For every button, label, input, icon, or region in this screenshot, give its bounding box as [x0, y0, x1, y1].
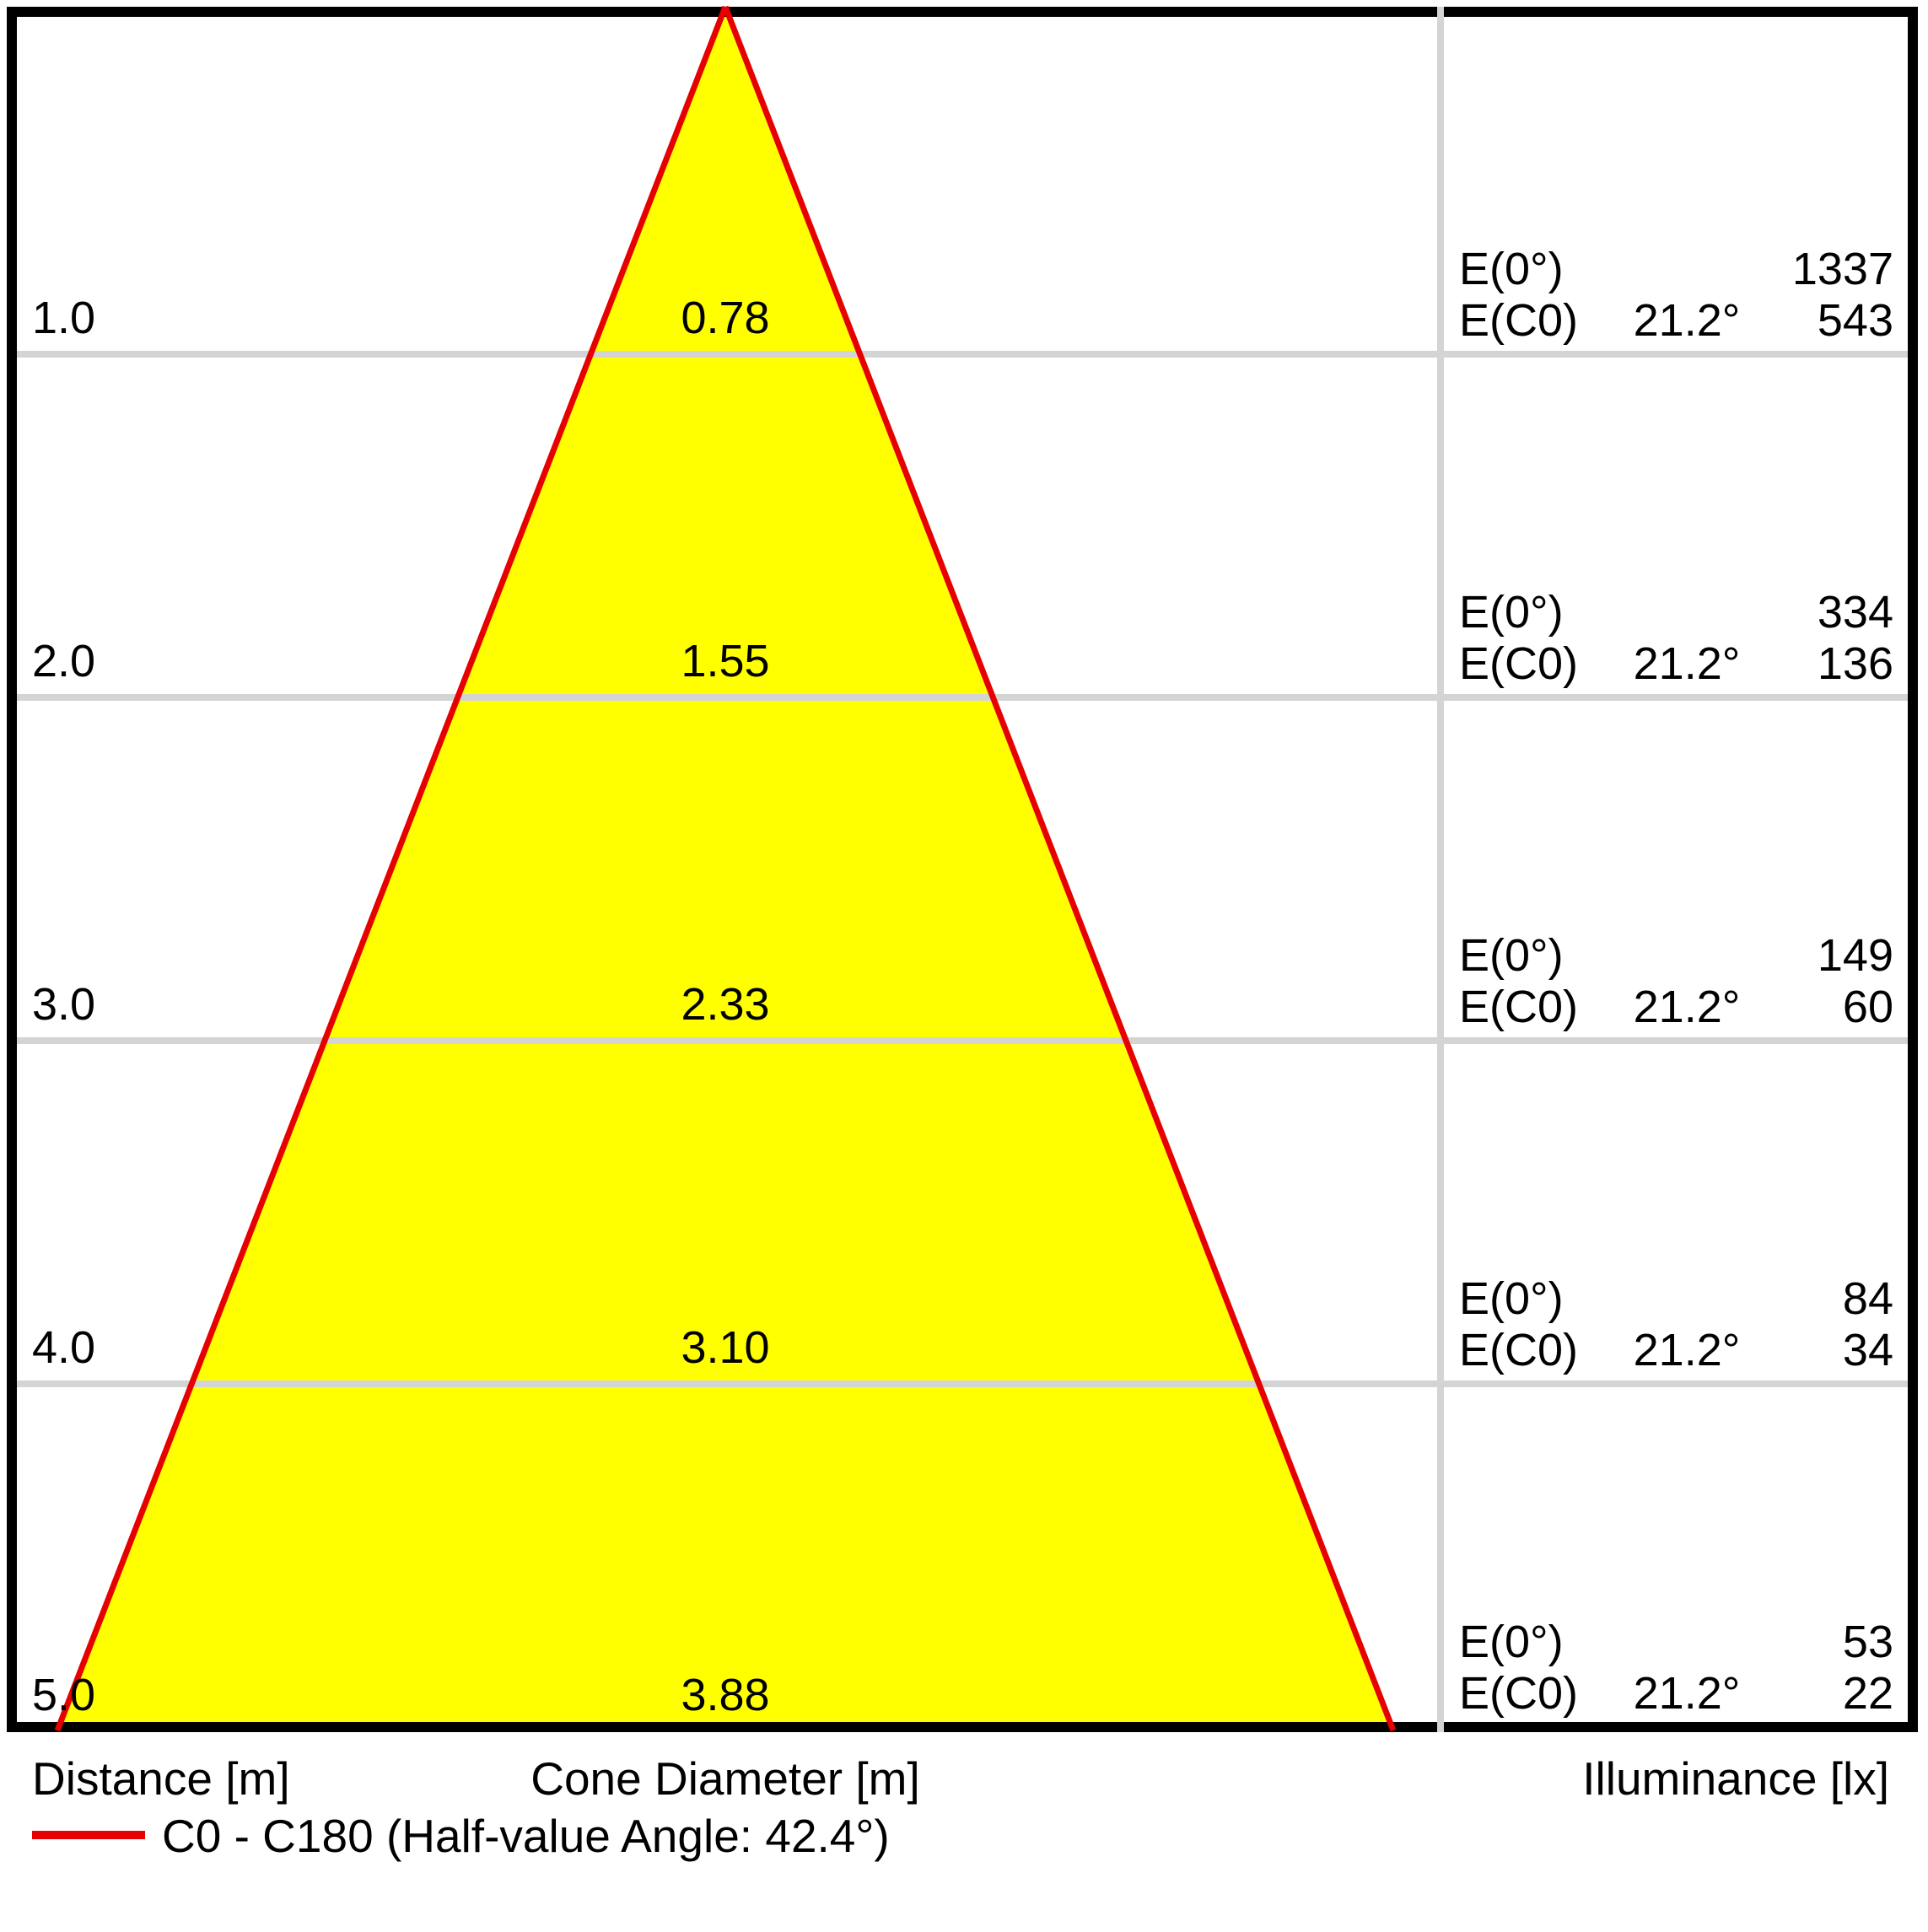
table-row: 1.0 0.78 E(0°) 1337 E(C0) 21.2° 543	[32, 244, 1893, 346]
legend: C0 - C180 (Half-value Angle: 42.4°)	[32, 1810, 890, 1862]
ec0-value: 543	[1818, 295, 1893, 346]
e0-label: E(0°)	[1459, 1617, 1564, 1667]
cone-diameter-value: 3.88	[681, 1670, 769, 1720]
e0-value: 53	[1843, 1617, 1893, 1667]
e0-value: 1337	[1792, 244, 1893, 294]
table-row: 5.0 3.88 E(0°) 53 E(C0) 21.2° 22	[32, 1617, 1893, 1720]
e0-label: E(0°)	[1459, 1273, 1564, 1324]
e0-value: 149	[1818, 930, 1893, 981]
ec0-label: E(C0)	[1459, 638, 1578, 689]
ec0-angle: 21.2°	[1634, 1668, 1741, 1719]
legend-label: C0 - C180 (Half-value Angle: 42.4°)	[162, 1810, 890, 1862]
column-headers: Distance [m] Cone Diameter [m] Illuminan…	[32, 1752, 1889, 1805]
ec0-angle: 21.2°	[1634, 982, 1741, 1032]
ec0-value: 34	[1843, 1325, 1893, 1375]
cone-diameter-value: 0.78	[681, 293, 769, 343]
ec0-value: 60	[1843, 982, 1893, 1032]
cone-diameter-value: 3.10	[681, 1322, 769, 1373]
distance-value: 2.0	[32, 636, 95, 686]
illuminance-column-label: Illuminance [lx]	[1582, 1752, 1889, 1805]
distance-value: 5.0	[32, 1670, 95, 1720]
beam-edges	[54, 5, 1397, 1732]
ec0-angle: 21.2°	[1634, 295, 1741, 346]
e0-label: E(0°)	[1459, 930, 1564, 981]
distance-column-label: Distance [m]	[32, 1752, 290, 1805]
ec0-angle: 21.2°	[1634, 638, 1741, 689]
beam-edge-left	[54, 5, 729, 1732]
light-cone-shape	[57, 12, 1393, 1727]
table-border	[7, 7, 1918, 1732]
distance-gridlines	[12, 351, 1913, 1387]
table-row: 2.0 1.55 E(0°) 334 E(C0) 21.2° 136	[32, 587, 1893, 689]
e0-label: E(0°)	[1459, 587, 1564, 638]
ec0-label: E(C0)	[1459, 295, 1578, 346]
cone-diameter-column-label: Cone Diameter [m]	[530, 1752, 920, 1805]
cone-diameter-value: 2.33	[681, 979, 769, 1030]
table-row: 4.0 3.10 E(0°) 84 E(C0) 21.2° 34	[32, 1273, 1893, 1375]
ec0-angle: 21.2°	[1634, 1325, 1741, 1375]
beam-edge-right	[722, 5, 1397, 1732]
ec0-value: 136	[1818, 638, 1893, 689]
distance-value: 4.0	[32, 1322, 95, 1373]
table-row: 3.0 2.33 E(0°) 149 E(C0) 21.2° 60	[32, 930, 1893, 1032]
ec0-label: E(C0)	[1459, 1325, 1578, 1375]
distance-value: 1.0	[32, 293, 95, 343]
e0-value: 84	[1843, 1273, 1893, 1324]
ec0-label: E(C0)	[1459, 1668, 1578, 1719]
e0-value: 334	[1818, 587, 1893, 638]
ec0-label: E(C0)	[1459, 982, 1578, 1032]
e0-label: E(0°)	[1459, 244, 1564, 294]
ec0-value: 22	[1843, 1668, 1893, 1719]
cone-diameter-value: 1.55	[681, 636, 769, 686]
distance-value: 3.0	[32, 979, 95, 1030]
